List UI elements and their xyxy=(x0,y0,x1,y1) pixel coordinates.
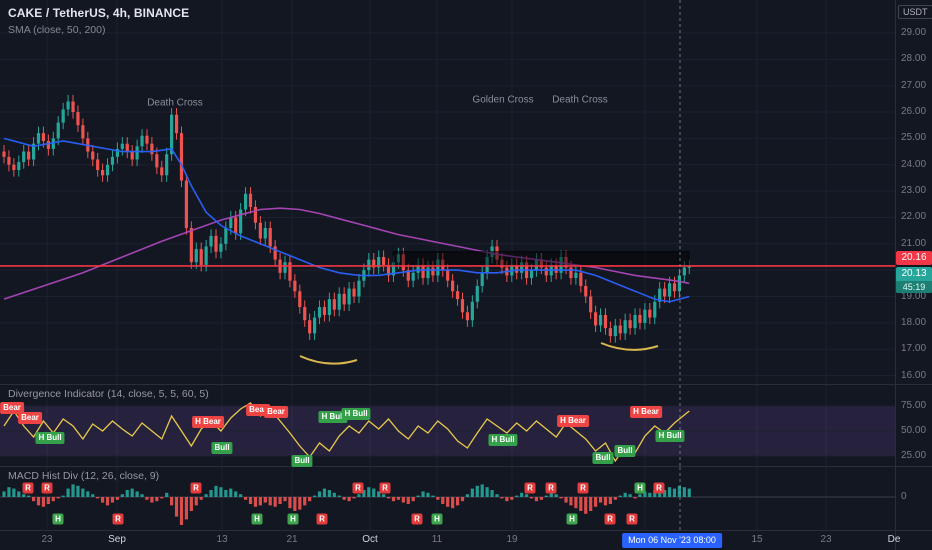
bear-signal-badge: H Bear xyxy=(192,416,224,428)
last-price-badge: 20.13 45:19 xyxy=(896,267,932,293)
hidden-divergence-marker: H xyxy=(52,513,64,525)
bar-countdown: 45:19 xyxy=(896,281,932,293)
price-tick-label: 21.00 xyxy=(901,237,927,249)
bull-signal-badge: Bull xyxy=(614,445,636,457)
price-tick-label: 28.00 xyxy=(901,53,927,65)
bear-signal-badge: Bear xyxy=(18,412,42,424)
divergence-line xyxy=(3,402,690,463)
regular-divergence-marker: R xyxy=(604,513,616,525)
regular-divergence-marker: R xyxy=(41,482,53,494)
time-tick-label: 13 xyxy=(216,534,228,545)
indicator-tick-label: 0 xyxy=(901,491,907,502)
bear-signal-badge: H Bear xyxy=(557,415,589,427)
bull-signal-badge: H Bull xyxy=(655,430,685,442)
hidden-divergence-marker: H xyxy=(431,513,443,525)
price-tick-label: 25.00 xyxy=(901,132,927,144)
regular-divergence-marker: R xyxy=(112,513,124,525)
regular-divergence-marker: R xyxy=(352,482,364,494)
bear-signal-badge: Bear xyxy=(246,404,270,416)
supply-zone-box xyxy=(392,251,690,267)
chart-legend: CAKE / TetherUS, 4h, BINANCE SMA (close,… xyxy=(8,6,189,36)
price-tick-label: 22.00 xyxy=(901,211,927,223)
regular-divergence-marker: R xyxy=(22,482,34,494)
price-tick-label: 17.00 xyxy=(901,343,927,355)
hidden-divergence-marker: H xyxy=(251,513,263,525)
ma-cross-annotation: Golden Cross xyxy=(472,94,534,106)
price-tick-label: 19.00 xyxy=(901,290,927,302)
regular-divergence-marker: R xyxy=(190,482,202,494)
ma-cross-annotation: Death Cross xyxy=(147,97,203,109)
bear-signal-badge: Bear xyxy=(0,402,24,414)
time-tick-label: 23 xyxy=(820,534,832,545)
bull-signal-badge: Bull xyxy=(211,442,233,454)
bull-signal-badge: Bull xyxy=(592,452,614,464)
indicator-tick-label: 75.00 xyxy=(901,400,927,411)
sma-indicator-legend[interactable]: SMA (close, 50, 200) xyxy=(8,24,106,36)
bull-signal-badge: H Bull xyxy=(35,432,65,444)
indicator-tick-label: 50.00 xyxy=(901,425,927,436)
price-tick-label: 18.00 xyxy=(901,316,927,328)
price-tick-label: 23.00 xyxy=(901,185,927,197)
macd-pane-title[interactable]: MACD Hist Div (12, 26, close, 9) xyxy=(8,470,160,482)
time-tick-label: 21 xyxy=(286,534,298,545)
ma-cross-annotation: Death Cross xyxy=(552,94,608,106)
price-tick-label: 29.00 xyxy=(901,27,927,38)
time-tick-label: 23 xyxy=(41,534,53,545)
price-tick-label: 27.00 xyxy=(901,79,927,91)
last-price-value: 20.13 xyxy=(901,268,927,279)
regular-divergence-marker: R xyxy=(577,482,589,494)
time-tick-label: Oct xyxy=(362,534,378,545)
regular-divergence-marker: R xyxy=(626,513,638,525)
price-tick-label: 16.00 xyxy=(901,369,927,381)
arc-drawing xyxy=(299,355,358,365)
divergence-indicator-canvas[interactable] xyxy=(0,385,895,466)
hidden-divergence-marker: H xyxy=(566,513,578,525)
time-tick-label: 15 xyxy=(751,534,763,545)
crosshair-date-badge: Mon 06 Nov '23 08:00 xyxy=(622,533,722,548)
bull-signal-badge: Bull xyxy=(291,455,313,467)
indicator-tick-label: 25.00 xyxy=(901,450,927,461)
bear-signal-badge: H Bear xyxy=(630,406,662,418)
bear-signal-badge: Bear xyxy=(264,406,288,418)
pane-separator[interactable] xyxy=(0,384,932,385)
time-tick-label: Sep xyxy=(108,534,126,545)
regular-divergence-marker: R xyxy=(316,513,328,525)
time-tick-label: De xyxy=(887,534,901,545)
time-axis[interactable]: 23Sep1321Oct1119Nov1523De xyxy=(0,531,932,550)
symbol-title[interactable]: CAKE / TetherUS, 4h, BINANCE xyxy=(8,6,190,20)
price-axis-separator xyxy=(895,0,896,550)
hidden-divergence-marker: H xyxy=(287,513,299,525)
hidden-divergence-marker: H xyxy=(634,482,646,494)
time-tick-label: 11 xyxy=(431,534,443,545)
regular-divergence-marker: R xyxy=(545,482,557,494)
main-chart-canvas[interactable] xyxy=(0,0,895,384)
bull-signal-badge: H Bull xyxy=(341,408,371,420)
regular-divergence-marker: R xyxy=(379,482,391,494)
bull-signal-badge: H Bull xyxy=(488,434,518,446)
price-tick-label: 24.00 xyxy=(901,158,927,170)
regular-divergence-marker: R xyxy=(653,482,665,494)
regular-divergence-marker: R xyxy=(524,482,536,494)
time-axis-separator xyxy=(0,530,932,531)
regular-divergence-marker: R xyxy=(411,513,423,525)
arc-drawing xyxy=(600,342,659,351)
pane-separator[interactable] xyxy=(0,466,932,467)
quote-currency-label[interactable]: USDT xyxy=(898,5,932,19)
hline-price-badge: 20.16 xyxy=(896,251,932,265)
bull-signal-badge: H Bull xyxy=(318,411,348,423)
time-tick-label: 19 xyxy=(506,534,518,545)
price-tick-label: 26.00 xyxy=(901,106,927,118)
divergence-pane-title[interactable]: Divergence Indicator (14, close, 5, 5, 6… xyxy=(8,388,209,400)
